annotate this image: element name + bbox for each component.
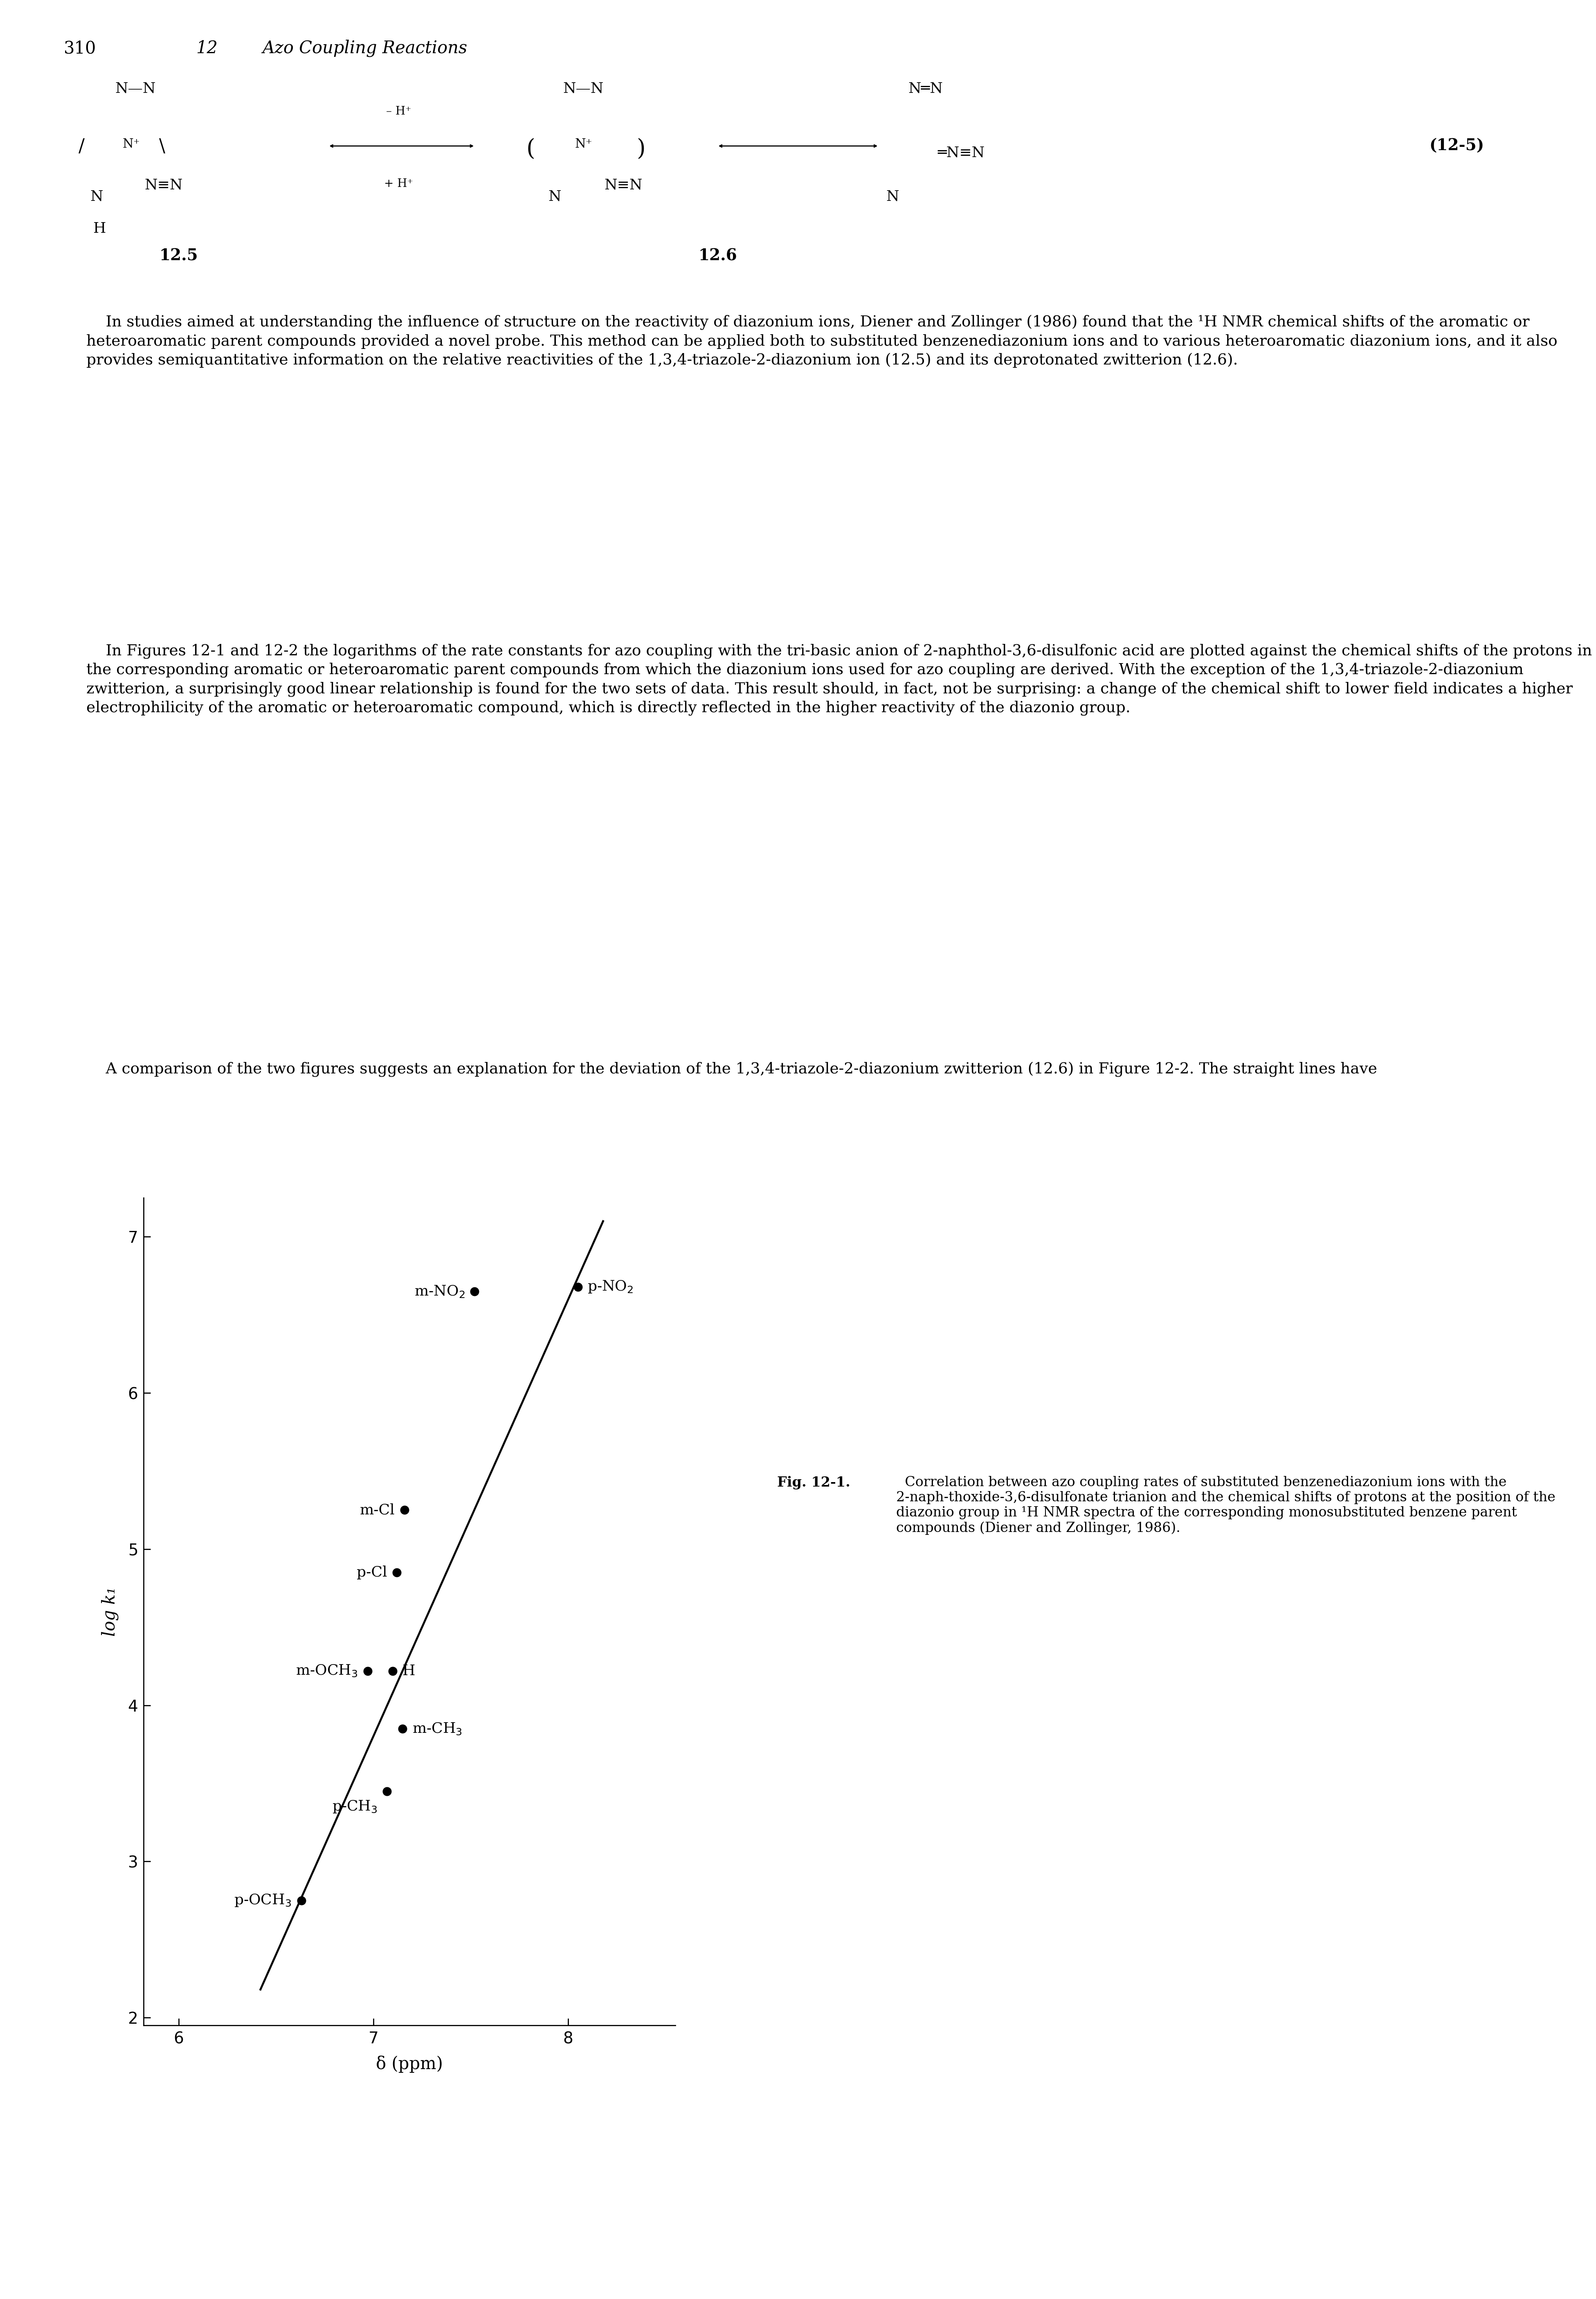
Text: p-CH$_3$: p-CH$_3$ — [332, 1800, 377, 1814]
Point — [354, 1653, 380, 1690]
Text: Azo Coupling Reactions: Azo Coupling Reactions — [262, 39, 468, 57]
Text: \: \ — [160, 138, 166, 156]
Text: m-CH$_3$: m-CH$_3$ — [412, 1722, 463, 1736]
Point — [385, 1554, 410, 1591]
Text: H: H — [402, 1664, 415, 1678]
Text: m-OCH$_3$: m-OCH$_3$ — [295, 1664, 358, 1678]
Point — [461, 1274, 487, 1310]
Point — [391, 1492, 417, 1529]
Text: (: ( — [527, 138, 535, 161]
Text: N—N: N—N — [115, 80, 156, 97]
Text: Fig. 12-1.: Fig. 12-1. — [777, 1476, 851, 1490]
Point — [380, 1653, 405, 1690]
Point — [289, 1883, 314, 1920]
Text: N: N — [91, 189, 104, 202]
Text: /: / — [78, 138, 85, 156]
Text: p-NO$_2$: p-NO$_2$ — [587, 1278, 634, 1294]
Point — [373, 1773, 399, 1809]
Y-axis label: log k₁: log k₁ — [101, 1586, 118, 1637]
Text: H: H — [93, 221, 105, 234]
Text: 12: 12 — [196, 39, 217, 57]
Text: N≡N: N≡N — [145, 179, 184, 193]
Text: N⁺: N⁺ — [123, 138, 140, 152]
Text: ): ) — [637, 138, 645, 161]
X-axis label: δ (ppm): δ (ppm) — [377, 2055, 442, 2074]
Text: Correlation between azo coupling rates of substituted benzenediazonium ions with: Correlation between azo coupling rates o… — [895, 1476, 1555, 1536]
Text: N: N — [549, 189, 562, 202]
Text: In Figures 12-1 and 12-2 the logarithms of the rate constants for azo coupling w: In Figures 12-1 and 12-2 the logarithms … — [86, 644, 1591, 715]
Text: N⁺: N⁺ — [575, 138, 592, 152]
Text: – H⁺: – H⁺ — [386, 106, 412, 117]
Text: 310: 310 — [64, 39, 96, 57]
Text: 12.6: 12.6 — [697, 248, 737, 264]
Point — [565, 1269, 591, 1306]
Text: N═N: N═N — [908, 80, 943, 97]
Text: 12.5: 12.5 — [160, 248, 198, 264]
Text: N—N: N—N — [563, 80, 603, 97]
Text: In studies aimed at understanding the influence of structure on the reactivity o: In studies aimed at understanding the in… — [86, 315, 1558, 368]
Text: p-OCH$_3$: p-OCH$_3$ — [235, 1892, 292, 1908]
Text: p-Cl: p-Cl — [356, 1566, 386, 1579]
Text: (12-5): (12-5) — [1430, 138, 1484, 154]
Text: N≡N: N≡N — [605, 179, 643, 193]
Text: m-NO$_2$: m-NO$_2$ — [415, 1285, 464, 1299]
Text: + H⁺: + H⁺ — [385, 179, 413, 189]
Text: A comparison of the two figures suggests an explanation for the deviation of the: A comparison of the two figures suggests… — [86, 1062, 1377, 1078]
Text: ═N≡N: ═N≡N — [937, 145, 985, 161]
Text: N: N — [886, 189, 899, 202]
Point — [389, 1710, 415, 1747]
Text: m-Cl: m-Cl — [359, 1504, 394, 1517]
